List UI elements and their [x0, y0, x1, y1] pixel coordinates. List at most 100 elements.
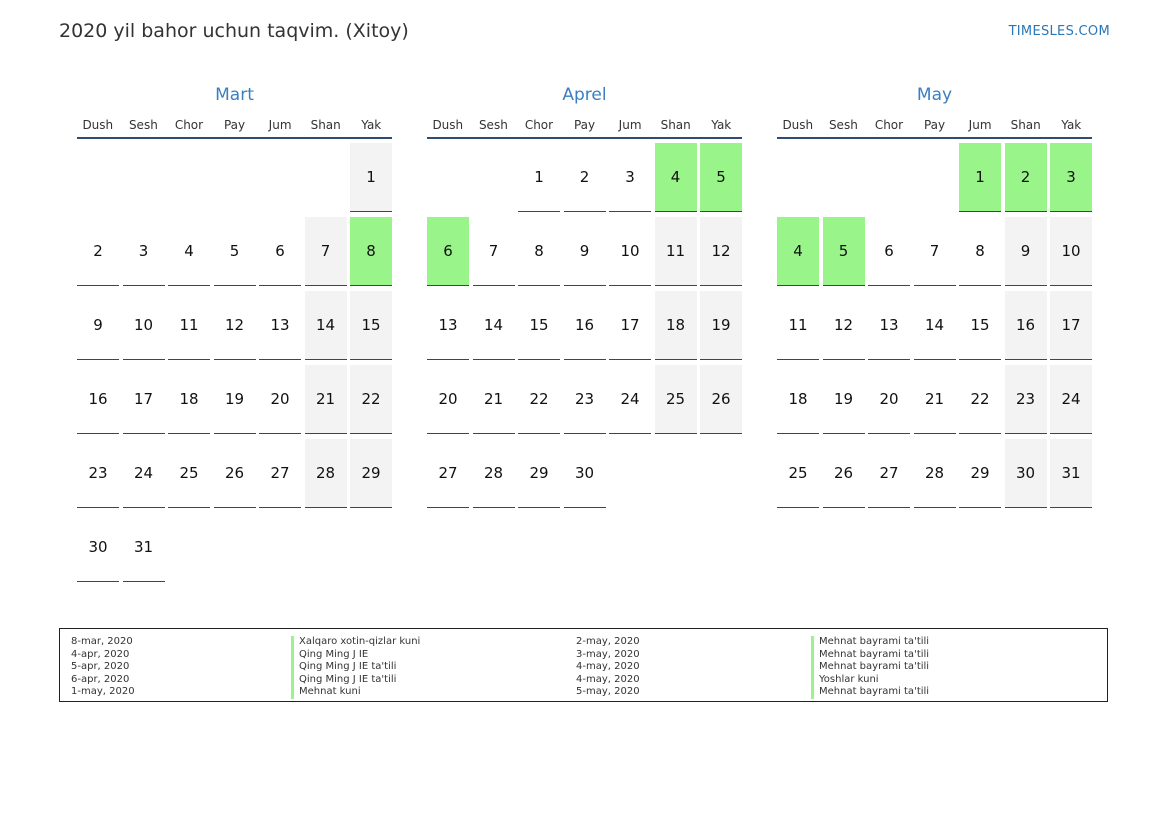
day-cell: 19 — [213, 365, 256, 434]
day-cell: 5 — [822, 217, 865, 286]
holiday-date: 1-may, 2020 — [71, 686, 135, 697]
weekday-label: Pay — [923, 118, 946, 132]
day-cell: 13 — [259, 291, 301, 360]
day-cell: 8 — [350, 217, 392, 286]
day-cell: 26 — [822, 439, 865, 508]
month-name: Mart — [215, 85, 254, 105]
day-cell: 11 — [654, 217, 697, 286]
day-cell: 25 — [777, 439, 819, 508]
weekday-label: Dush — [432, 118, 464, 132]
day-cell-empty — [77, 143, 119, 211]
day-cell: 8 — [518, 217, 560, 286]
day-cell-empty — [914, 143, 956, 211]
weekday-label: Jum — [268, 118, 292, 132]
day-grid: 1 2 3 4 5 6 7 8 9 10 11 12 13 14 15 16 17 18 19 20 21 22 23 24 2… — [77, 143, 392, 582]
weekday-label: Jum — [968, 118, 992, 132]
holiday-date: 6-apr, 2020 — [71, 673, 130, 685]
day-cell: 2 — [77, 217, 119, 286]
weekday-header: Dush Sesh Chor Pay Jum Shan Yak — [427, 118, 742, 139]
day-cell: 25 — [654, 365, 697, 434]
holiday-legend: 8-mar, 2020 4-apr, 2020 5-apr, 2020 6-apr, … — [59, 628, 1108, 702]
day-cell: 24 — [122, 439, 165, 508]
day-cell: 2 — [1004, 143, 1047, 212]
day-cell: 7 — [913, 217, 956, 286]
holiday-date: 4-may, 2020 — [576, 673, 640, 685]
day-cell: 2 — [563, 143, 606, 212]
day-cell-empty — [777, 143, 819, 211]
day-cell: 18 — [777, 365, 819, 434]
day-cell: 9 — [1004, 217, 1047, 286]
day-cell: 5 — [213, 217, 256, 286]
day-cell: 23 — [563, 365, 606, 434]
day-cell: 7 — [472, 217, 515, 286]
day-cell: 11 — [168, 291, 210, 360]
day-cell: 18 — [654, 291, 697, 360]
weekday-label: Chor — [174, 118, 204, 132]
holiday-name: Mehnat bayrami ta'tili — [811, 686, 929, 699]
day-cell-empty — [123, 143, 165, 211]
day-cell: 16 — [77, 365, 119, 434]
day-cell: 16 — [563, 291, 606, 360]
weekday-label: Shan — [310, 118, 341, 132]
day-cell: 21 — [304, 365, 347, 434]
month-name: Aprel — [562, 85, 607, 105]
day-cell: 24 — [1050, 365, 1092, 434]
day-cell: 3 — [122, 217, 165, 286]
day-cell: 6 — [259, 217, 301, 286]
weekday-label: Chor — [524, 118, 554, 132]
day-cell: 19 — [700, 291, 742, 360]
legend-names-right: Mehnat bayrami ta'tili Mehnat bayrami ta'… — [811, 636, 929, 699]
weekday-label: Sesh — [828, 118, 858, 132]
day-cell: 12 — [700, 217, 742, 286]
day-cell: 24 — [609, 365, 651, 434]
holiday-name: Qing Ming J IE ta'tili — [291, 661, 420, 674]
weekday-label: Pay — [573, 118, 596, 132]
day-cell: 1 — [518, 143, 560, 212]
day-cell: 26 — [213, 439, 256, 508]
day-cell: 13 — [427, 291, 469, 360]
day-cell: 19 — [822, 365, 865, 434]
holiday-name: Mehnat kuni — [291, 686, 420, 699]
holiday-date: 4-may, 2020 — [576, 661, 640, 672]
weekday-label: Dush — [782, 118, 814, 132]
day-cell: 6 — [427, 217, 469, 286]
day-cell: 27 — [259, 439, 301, 508]
holiday-name: Mehnat bayrami ta'tili — [811, 661, 929, 674]
day-cell-empty — [305, 143, 347, 211]
day-cell: 17 — [1050, 291, 1092, 360]
site-link[interactable]: TIMESLES.COM — [1008, 24, 1110, 39]
day-cell-empty — [823, 143, 865, 211]
day-cell: 21 — [472, 365, 515, 434]
legend-names-left: Xalqaro xotin-qizlar kuni Qing Ming J IE Q… — [291, 636, 420, 699]
day-cell: 22 — [518, 365, 560, 434]
day-cell: 15 — [350, 291, 392, 360]
day-cell: 25 — [168, 439, 210, 508]
day-cell: 14 — [472, 291, 515, 360]
day-cell: 17 — [122, 365, 165, 434]
day-cell-empty — [259, 143, 301, 211]
day-cell: 18 — [168, 365, 210, 434]
day-cell: 4 — [168, 217, 210, 286]
weekday-label: Pay — [223, 118, 246, 132]
day-cell: 3 — [1050, 143, 1092, 212]
day-cell: 4 — [654, 143, 697, 212]
day-cell: 15 — [959, 291, 1001, 360]
day-cell: 29 — [350, 439, 392, 508]
day-grid: 1 2 3 4 5 6 7 8 9 10 11 12 13 14 15 16 17 18 19 20 21 22 23 24 2… — [777, 143, 1092, 508]
weekday-label: Shan — [660, 118, 691, 132]
weekday-header: Dush Sesh Chor Pay Jum Shan Yak — [777, 118, 1092, 139]
day-cell: 13 — [868, 291, 910, 360]
holiday-name: Xalqaro xotin-qizlar kuni — [291, 636, 420, 649]
holiday-date: 5-may, 2020 — [576, 686, 640, 697]
weekday-label: Sesh — [128, 118, 158, 132]
day-cell: 8 — [959, 217, 1001, 286]
day-cell: 6 — [868, 217, 910, 286]
legend-dates-right: 2-may, 2020 3-may, 2020 4-may, 2020 4-may, … — [576, 636, 640, 699]
day-cell: 21 — [913, 365, 956, 434]
day-cell: 17 — [609, 291, 651, 360]
day-cell: 16 — [1004, 291, 1047, 360]
holiday-name: Mehnat bayrami ta'tili — [811, 648, 929, 661]
weekday-label: Yak — [711, 118, 732, 132]
